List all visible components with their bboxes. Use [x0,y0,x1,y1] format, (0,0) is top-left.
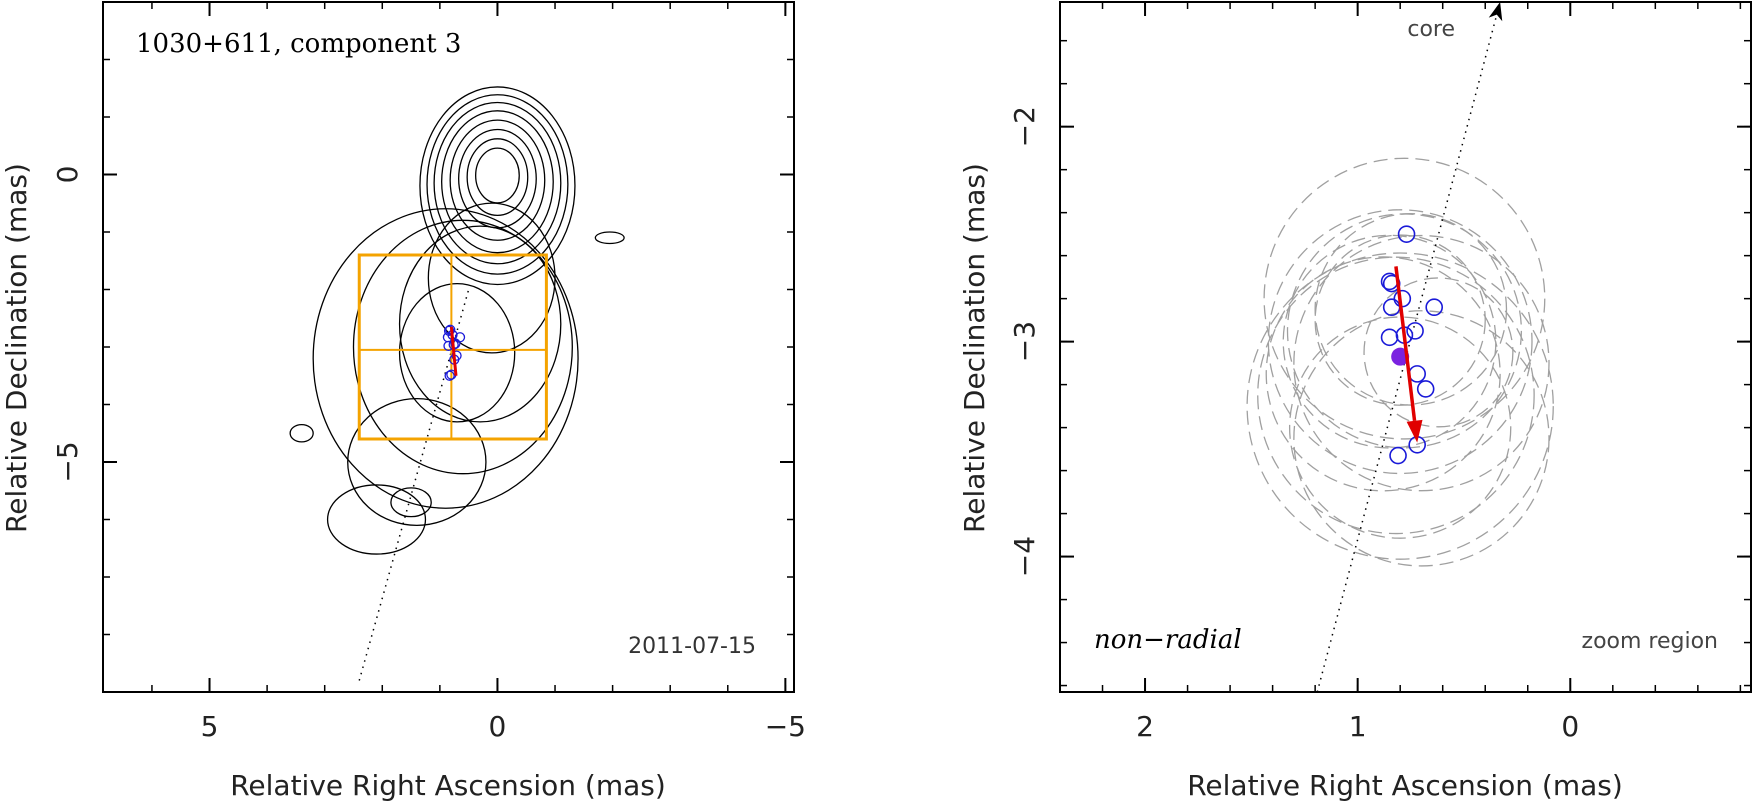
right-y-axis-title: Relative Declination (mas) [958,163,991,533]
right-panel: 2 1 0 −2 −3 −4 core non−radial zoom region Re… [958,1,1752,802]
error-circle [1288,316,1512,539]
right-x-tick-label: 1 [1349,710,1367,743]
left-x-tick-label: 0 [489,710,507,743]
panel-title: 1030+611, component 3 [136,29,461,59]
right-motion-arrowhead [1406,419,1423,443]
position-point [444,370,455,381]
core-contour [426,94,569,275]
zoom-region-label: zoom region [1582,629,1718,654]
left-motion-vector [449,326,458,376]
jet-contour-map [289,86,625,555]
jet-contour [289,423,314,443]
jet-contour [347,398,487,526]
position-point [1380,328,1399,347]
core-contour [449,119,546,241]
position-point [1406,322,1424,340]
error-circle [1314,213,1508,406]
core-contour [466,138,529,217]
position-point [1425,298,1444,317]
error-circle [1363,277,1514,428]
core-contour [419,86,576,286]
left-ticks: 5 0 −5 0 −5 [51,1,806,743]
right-plot-frame [1059,1,1752,693]
core-contour [475,147,520,204]
position-point [1382,298,1401,317]
position-point [1397,225,1416,243]
position-point [1393,289,1412,308]
left-x-axis-title: Relative Right Ascension (mas) [230,769,666,802]
position-point [1389,446,1407,465]
right-jet-axis-line [1316,1,1501,693]
zoom-box-outline [357,253,548,441]
right-ticks: 2 1 0 −2 −3 −4 [1008,2,1751,743]
position-point [1408,365,1426,383]
position-point [1416,380,1435,398]
left-y-tick-label: −5 [51,441,84,482]
jet-contour [398,282,516,423]
right-x-axis-title: Relative Right Ascension (mas) [1187,769,1623,802]
right-y-tick-label: −2 [1008,106,1041,147]
right-y-tick-label: −4 [1008,536,1041,577]
jet-contour [398,225,562,423]
left-x-tick-label: −5 [765,710,806,743]
epoch-label: 2011-07-15 [628,634,756,659]
right-y-tick-label: −3 [1008,321,1041,362]
left-panel: 5 0 −5 0 −5 1030+611, component 3 2011-07-15… [0,1,806,802]
error-circle [1314,234,1486,406]
right-x-tick-label: 2 [1136,710,1154,743]
core-direction-arrowhead [1488,2,1503,22]
error-circle [1265,256,1501,492]
right-motion-vector [1394,266,1417,422]
error-circle [1293,310,1550,567]
position-point [445,324,456,335]
jet-contour [594,231,625,245]
jet-contour [427,202,556,354]
error-circle [1263,157,1546,440]
position-point [450,338,461,349]
left-y-axis-title: Relative Declination (mas) [0,163,33,533]
core-contour [433,101,562,265]
left-plot-frame [102,1,795,693]
position-error-circles [1246,157,1554,567]
error-circle [1257,256,1535,535]
left-y-tick-label: 0 [51,166,84,184]
non-radial-label: non−radial [1094,625,1242,655]
error-circle [1293,234,1550,492]
error-circle [1267,209,1533,475]
left-x-tick-label: 5 [201,710,219,743]
jet-contour [352,219,573,475]
right-x-tick-label: 0 [1561,710,1579,743]
core-contour [441,110,554,254]
jet-contour [390,487,432,518]
core-label: core [1407,17,1455,42]
jet-contour [312,208,579,509]
jet-contour [326,484,427,555]
error-circle [1246,252,1554,560]
